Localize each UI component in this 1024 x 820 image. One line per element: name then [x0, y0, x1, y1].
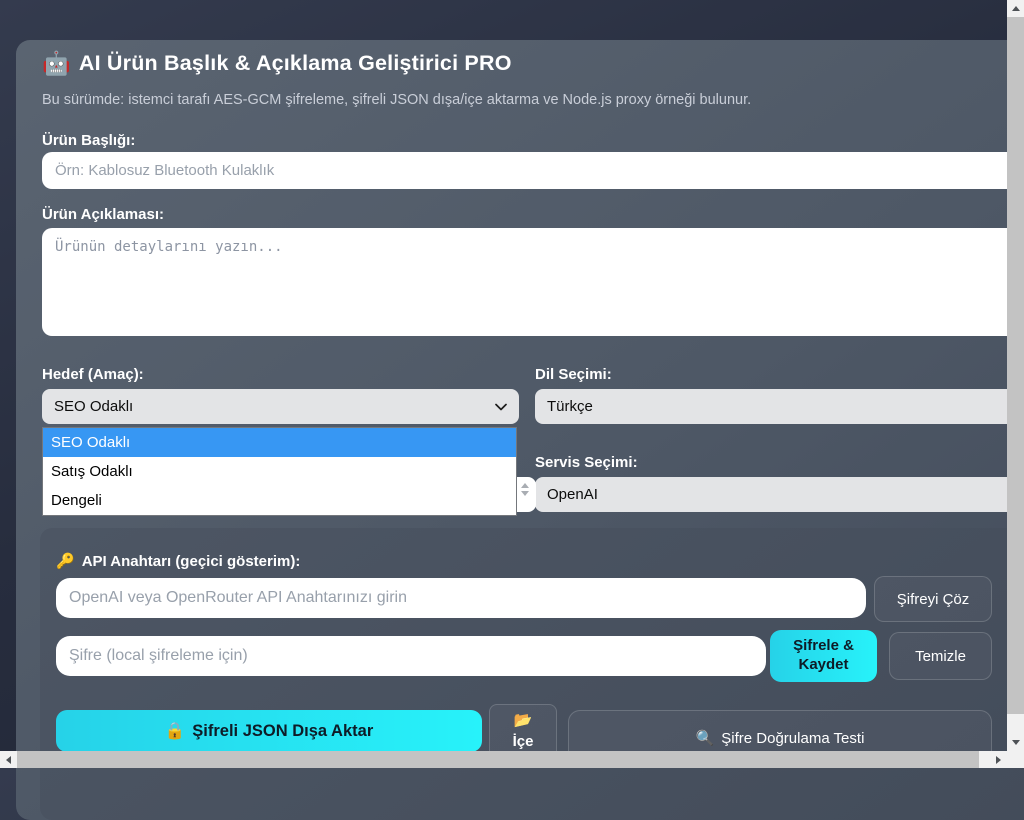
goal-select-dropdown: SEO Odaklı Satış Odaklı Dengeli: [42, 427, 517, 516]
service-select[interactable]: OpenAI: [535, 477, 1024, 512]
export-json-label: Şifreli JSON Dışa Aktar: [192, 721, 374, 740]
dropdown-option[interactable]: SEO Odaklı: [43, 428, 516, 457]
horizontal-scrollbar-thumb[interactable]: [17, 751, 979, 768]
language-select-value: Türkçe: [547, 398, 593, 415]
goal-select-value: SEO Odaklı: [54, 398, 134, 415]
page-title: 🤖 AI Ürün Başlık & Açıklama Geliştirici …: [42, 50, 512, 77]
product-title-label: Ürün Başlığı:: [42, 132, 136, 149]
lock-icon: 🔒: [164, 721, 186, 740]
api-key-label-text: API Anahtarı (geçici gösterim):: [81, 552, 301, 570]
scroll-down-icon: [1011, 740, 1020, 745]
goal-label: Hedef (Amaç):: [42, 366, 144, 383]
dropdown-option[interactable]: Satış Odaklı: [51, 463, 133, 480]
robot-icon: 🤖: [42, 50, 71, 76]
clear-button[interactable]: Temizle: [889, 632, 992, 680]
language-label: Dil Seçimi:: [535, 366, 612, 383]
folder-icon: 📂: [513, 712, 533, 729]
decrypt-button[interactable]: Şifreyi Çöz: [874, 576, 992, 622]
product-description-textarea[interactable]: [42, 228, 1024, 336]
goal-select[interactable]: SEO Odaklı: [42, 389, 519, 424]
number-stepper-icon[interactable]: [521, 483, 529, 496]
product-title-input[interactable]: [42, 152, 1024, 189]
main-panel: 🤖 AI Ürün Başlık & Açıklama Geliştirici …: [16, 40, 1024, 820]
service-select-value: OpenAI: [547, 486, 598, 503]
vertical-scrollbar-thumb[interactable]: [1007, 17, 1024, 714]
scrollbar-corner: [1007, 751, 1024, 768]
key-icon: 🔑: [56, 553, 75, 570]
product-description-label: Ürün Açıklaması:: [42, 206, 164, 223]
scroll-right-icon: [996, 755, 1001, 764]
vertical-scrollbar[interactable]: [1007, 0, 1024, 751]
scroll-left-icon: [6, 755, 11, 764]
chevron-down-icon: [495, 403, 507, 411]
export-json-button[interactable]: 🔒 Şifreli JSON Dışa Aktar: [56, 710, 482, 752]
password-input[interactable]: [56, 636, 766, 676]
scroll-up-icon: [1011, 6, 1020, 11]
language-select[interactable]: Türkçe: [535, 389, 1024, 424]
scroll-down-button[interactable]: [1007, 734, 1024, 751]
scroll-left-button[interactable]: [0, 751, 17, 768]
page-title-text: AI Ürün Başlık & Açıklama Geliştirici PR…: [78, 51, 512, 75]
encrypt-save-button[interactable]: Şifrele & Kaydet: [770, 630, 877, 682]
api-key-panel: 🔑 API Anahtarı (geçici gösterim): Şifrey…: [40, 528, 1024, 820]
page-subtitle: Bu sürümde: istemci tarafı AES-GCM şifre…: [42, 92, 752, 108]
scroll-right-button[interactable]: [990, 751, 1007, 768]
password-test-label: Şifre Doğrulama Testi: [721, 729, 865, 747]
horizontal-scrollbar[interactable]: [0, 751, 1007, 768]
api-key-input[interactable]: [56, 578, 866, 618]
magnifier-icon: 🔍: [695, 730, 715, 747]
api-key-label: 🔑 API Anahtarı (geçici gösterim):: [56, 552, 301, 571]
dropdown-option[interactable]: Dengeli: [51, 492, 102, 509]
scroll-up-button[interactable]: [1007, 0, 1024, 17]
service-label: Servis Seçimi:: [535, 454, 638, 471]
